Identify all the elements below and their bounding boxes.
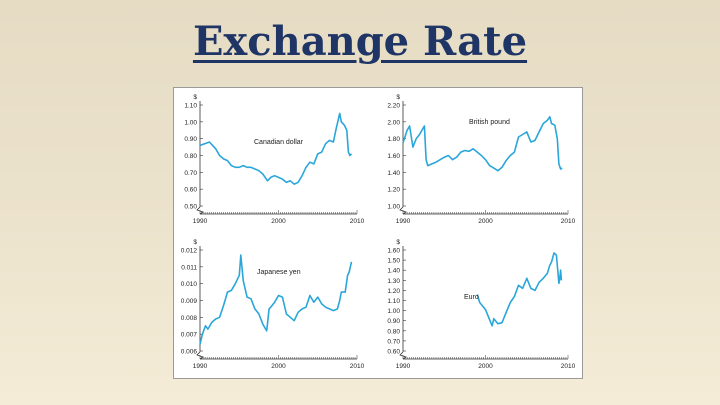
x-tick-label: 2010 — [561, 363, 576, 370]
y-tick-label: 0.006 — [181, 349, 198, 356]
series-label: British pound — [469, 119, 510, 126]
x-tick-label: 1990 — [396, 363, 411, 370]
y-tick-label: 1.50 — [387, 258, 400, 265]
x-tick-label: 2000 — [271, 363, 286, 370]
y-tick-label: 0.012 — [181, 248, 198, 255]
y-tick-label: 2.20 — [387, 103, 400, 110]
y-tick-label: 1.20 — [387, 187, 400, 194]
y-tick-label: 1.30 — [387, 278, 400, 285]
exchange-rate-figure: 1.10 1.00 0.90 0.80 0.70 0.60 0.50 $1990 2000 201… — [173, 87, 583, 379]
x-tick-label: 2000 — [271, 218, 286, 225]
y-tick-label: 1.00 — [387, 204, 400, 211]
series-line-euro — [476, 252, 563, 327]
y-tick-label: 0.70 — [184, 170, 197, 177]
y-tick-label: 2.00 — [387, 119, 400, 126]
x-tick-label: 1990 — [193, 218, 208, 225]
y-tick-label: 1.00 — [184, 119, 197, 126]
y-tick-label: 1.60 — [387, 153, 400, 160]
y-axis-unit-label: $ — [193, 94, 197, 101]
y-axis-unit-label: $ — [396, 239, 400, 246]
y-tick-label: 0.90 — [387, 318, 400, 325]
y-tick-label: 1.60 — [387, 248, 400, 255]
x-tick-label: 2010 — [350, 363, 365, 370]
y-tick-label: 0.60 — [184, 187, 197, 194]
y-tick-label: 0.011 — [181, 264, 197, 271]
y-tick-label: 0.007 — [181, 332, 198, 339]
y-axis-unit-label: $ — [396, 94, 400, 101]
y-tick-label: 0.80 — [387, 328, 400, 335]
slide-title: Exchange Rate — [192, 18, 528, 65]
y-tick-label: 0.010 — [181, 281, 198, 288]
y-tick-label: 0.70 — [387, 338, 400, 345]
x-tick-label: 1990 — [396, 218, 411, 225]
y-tick-label: 1.20 — [387, 288, 400, 295]
x-tick-label: 2010 — [561, 218, 576, 225]
y-tick-label: 0.80 — [184, 153, 197, 160]
x-tick-label: 2000 — [478, 363, 493, 370]
y-tick-label: 1.40 — [387, 268, 400, 275]
y-tick-label: 0.90 — [184, 136, 197, 143]
series-label: Euro — [464, 294, 479, 301]
y-tick-label: 1.10 — [387, 298, 400, 305]
series-line-british-pound — [402, 115, 563, 172]
x-tick-label: 2000 — [478, 218, 493, 225]
exchange-rate-charts: 1.10 1.00 0.90 0.80 0.70 0.60 0.50 $1990 2000 201… — [181, 94, 576, 370]
y-tick-label: 0.60 — [387, 349, 400, 356]
x-tick-label: 2010 — [350, 218, 365, 225]
series-line-canadian-dollar — [199, 112, 353, 185]
y-tick-label: 0.009 — [181, 298, 198, 305]
x-tick-label: 1990 — [193, 363, 208, 370]
series-label: Canadian dollar — [254, 139, 304, 146]
series-label: Japanese yen — [257, 269, 301, 276]
y-tick-label: 1.00 — [387, 308, 400, 315]
y-tick-label: 0.50 — [184, 204, 197, 211]
y-axis-unit-label: $ — [193, 239, 197, 246]
y-tick-label: 0.008 — [181, 315, 198, 322]
y-tick-label: 1.10 — [184, 103, 197, 110]
y-tick-label: 1.40 — [387, 170, 400, 177]
y-tick-label: 1.80 — [387, 136, 400, 143]
series-line-japanese-yen — [199, 254, 353, 345]
